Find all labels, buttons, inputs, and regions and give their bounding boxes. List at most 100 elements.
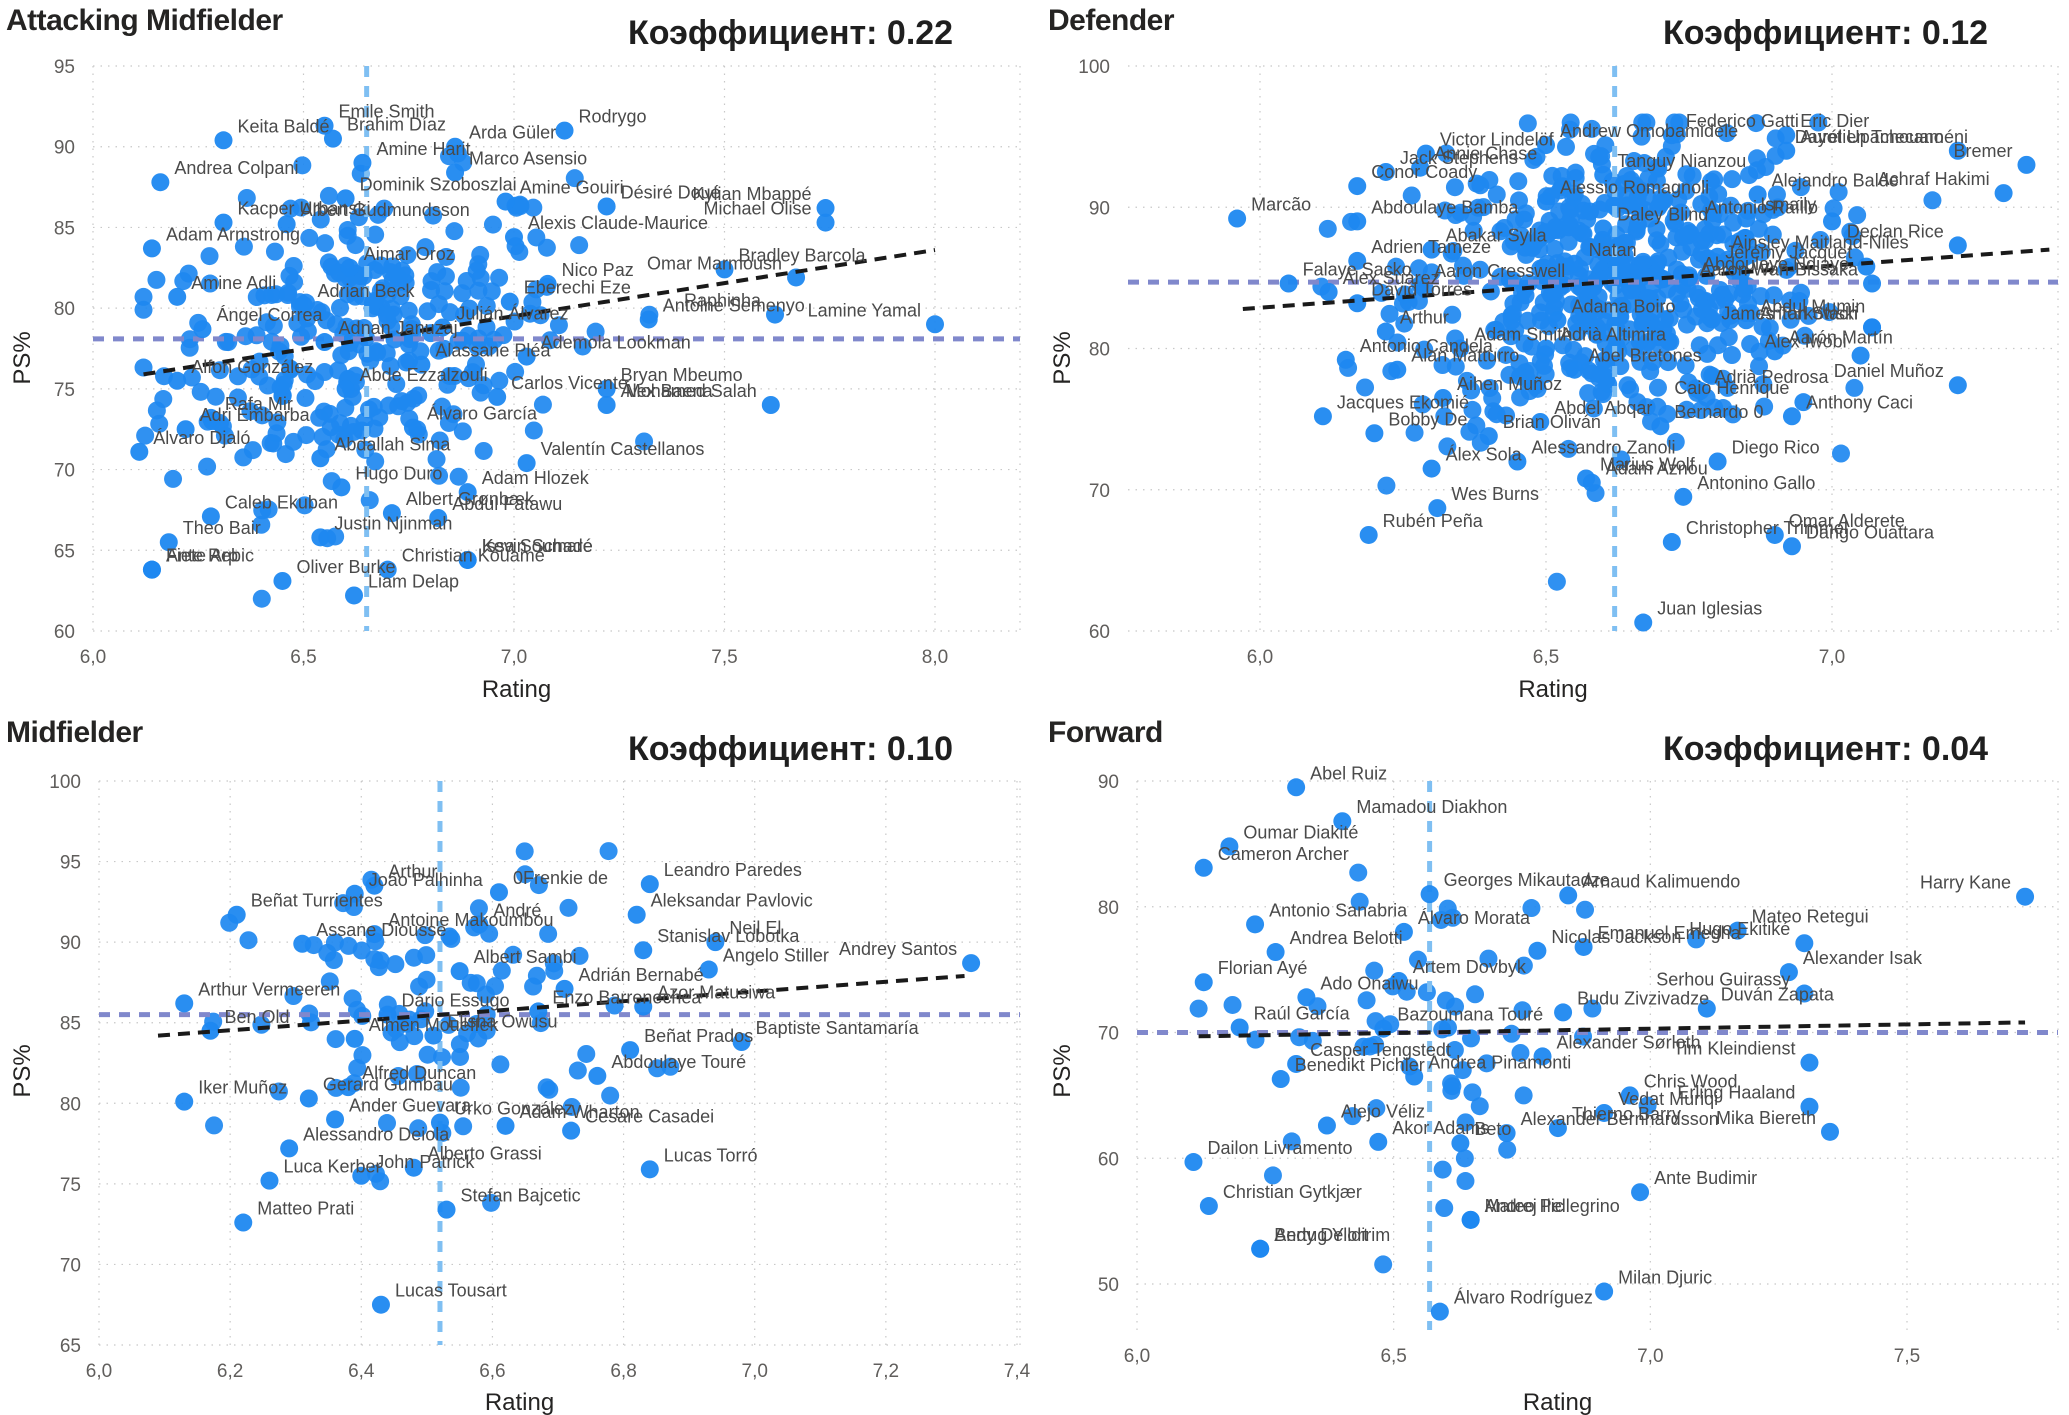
data-point[interactable] (1460, 422, 1479, 441)
data-point[interactable] (389, 397, 408, 416)
data-point[interactable] (1477, 1054, 1496, 1073)
data-point[interactable] (1484, 402, 1503, 421)
data-point[interactable] (442, 929, 461, 948)
data-point[interactable] (424, 1026, 443, 1045)
data-point[interactable] (1349, 863, 1368, 882)
data-point[interactable] (176, 420, 195, 439)
data-point[interactable] (453, 284, 472, 303)
data-point[interactable] (1554, 1003, 1573, 1022)
data-point[interactable] (568, 1061, 587, 1080)
data-point[interactable] (1565, 360, 1584, 379)
data-point[interactable] (373, 279, 392, 298)
data-point[interactable] (1405, 423, 1424, 442)
data-point[interactable] (1251, 1239, 1270, 1258)
data-point[interactable] (1451, 1134, 1470, 1153)
data-point[interactable] (378, 1114, 397, 1133)
data-point[interactable] (559, 898, 578, 917)
data-point[interactable] (634, 941, 653, 960)
data-point[interactable] (438, 375, 457, 394)
data-point[interactable] (366, 1164, 385, 1183)
data-point[interactable] (1948, 376, 1967, 395)
data-point[interactable] (926, 315, 944, 334)
data-point[interactable] (1590, 200, 1609, 219)
data-point[interactable] (1669, 190, 1688, 209)
data-point[interactable] (1634, 252, 1653, 271)
data-point[interactable] (496, 192, 515, 211)
data-point[interactable] (391, 287, 410, 306)
data-point[interactable] (1703, 366, 1722, 385)
data-point[interactable] (1666, 206, 1685, 225)
data-point[interactable] (1417, 983, 1436, 1002)
data-point[interactable] (1348, 294, 1367, 313)
data-point[interactable] (1389, 971, 1408, 990)
data-point[interactable] (1518, 311, 1537, 330)
data-point[interactable] (1354, 1037, 1373, 1056)
data-point[interactable] (1501, 327, 1520, 346)
data-point[interactable] (219, 333, 238, 352)
data-point[interactable] (241, 402, 260, 421)
data-point[interactable] (517, 347, 536, 366)
data-point[interactable] (816, 213, 835, 232)
data-point[interactable] (175, 1092, 194, 1111)
data-point[interactable] (1857, 257, 1876, 276)
data-point[interactable] (1750, 342, 1769, 361)
data-point[interactable] (399, 301, 418, 320)
data-point[interactable] (273, 571, 292, 590)
data-point[interactable] (467, 974, 486, 993)
data-point[interactable] (1647, 219, 1666, 238)
data-point[interactable] (489, 883, 508, 902)
data-point[interactable] (517, 454, 536, 473)
data-point[interactable] (179, 264, 198, 283)
data-point[interactable] (377, 305, 396, 324)
data-point[interactable] (398, 246, 417, 265)
data-point[interactable] (449, 467, 468, 486)
data-point[interactable] (292, 198, 311, 217)
data-point[interactable] (1737, 311, 1756, 330)
data-point[interactable] (236, 327, 255, 346)
data-point[interactable] (1595, 1282, 1614, 1301)
data-point[interactable] (1415, 340, 1434, 359)
data-point[interactable] (1524, 150, 1543, 169)
data-point[interactable] (1408, 950, 1427, 969)
data-point[interactable] (482, 282, 501, 301)
data-point[interactable] (252, 589, 271, 608)
data-point[interactable] (1777, 141, 1796, 160)
data-point[interactable] (477, 1021, 496, 1040)
data-point[interactable] (601, 1086, 620, 1105)
data-point[interactable] (469, 899, 488, 918)
data-point[interactable] (1848, 206, 1867, 225)
data-point[interactable] (1708, 452, 1727, 471)
data-point[interactable] (1662, 126, 1681, 145)
data-point[interactable] (445, 222, 464, 241)
data-point[interactable] (491, 1055, 510, 1074)
data-point[interactable] (1511, 1043, 1530, 1062)
data-point[interactable] (243, 441, 262, 460)
data-point[interactable] (1348, 212, 1367, 231)
data-point[interactable] (450, 962, 469, 981)
data-point[interactable] (200, 247, 219, 266)
data-point[interactable] (1614, 175, 1633, 194)
data-point[interactable] (344, 898, 363, 917)
data-point[interactable] (1220, 837, 1239, 856)
data-point[interactable] (505, 228, 523, 247)
data-point[interactable] (315, 333, 334, 352)
data-point[interactable] (1799, 306, 1818, 325)
data-point[interactable] (1708, 247, 1727, 266)
data-point[interactable] (460, 299, 479, 318)
data-point[interactable] (488, 387, 507, 406)
data-point[interactable] (1661, 332, 1680, 351)
data-point[interactable] (1800, 1053, 1819, 1072)
data-point[interactable] (1395, 285, 1414, 304)
data-point[interactable] (405, 1027, 424, 1046)
data-point[interactable] (296, 388, 315, 407)
data-point[interactable] (451, 1078, 470, 1097)
data-point[interactable] (1779, 963, 1798, 982)
data-point[interactable] (382, 504, 401, 523)
data-point[interactable] (634, 997, 653, 1016)
data-point[interactable] (1587, 317, 1606, 336)
data-point[interactable] (1763, 225, 1782, 244)
data-point[interactable] (366, 342, 385, 361)
data-point[interactable] (544, 954, 563, 973)
data-point[interactable] (387, 375, 406, 394)
data-point[interactable] (1526, 376, 1545, 395)
